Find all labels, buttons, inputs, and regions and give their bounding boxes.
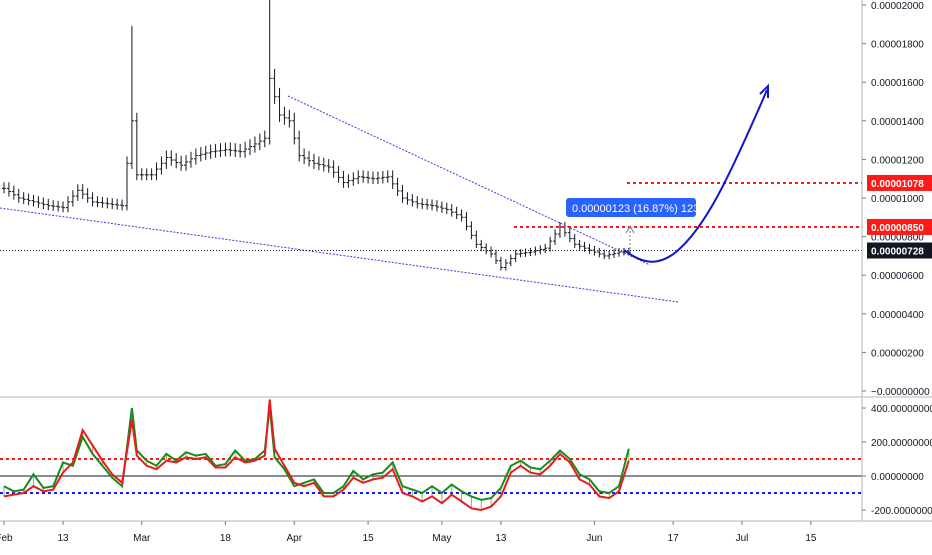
- time-axis-label: Apr: [286, 533, 302, 544]
- resistance-1-tag-box: [867, 174, 932, 191]
- time-axis-label: May: [432, 533, 451, 544]
- oscillator-axis-label: -200.00000000: [871, 506, 932, 517]
- time-axis-label: Mar: [133, 533, 151, 544]
- resistance-2-tag-label: 0.00000850: [871, 223, 924, 234]
- price-axis-label: 0.00000800: [871, 233, 924, 244]
- price-axis-label: 0.00001600: [871, 78, 924, 89]
- current-price-tag-box: [867, 242, 932, 259]
- osc-series-2: [3, 399, 630, 512]
- resistance-1-tag-label: 0.00001078: [871, 179, 924, 190]
- osc-series-1: [3, 406, 630, 501]
- lower-trendline: [0, 207, 679, 303]
- oscillator-axis-label: 0.00000000: [871, 472, 924, 483]
- current-price-tag-label: 0.00000728: [871, 246, 924, 257]
- price-axis-label: 0.00002000: [871, 1, 924, 12]
- price-axis-label: 0.00001400: [871, 117, 924, 128]
- overlay: 0.00001078 0.00000850 0.00000728 0.00000123…: [566, 83, 932, 263]
- price-axis-label: 0.00001800: [871, 40, 924, 51]
- projection-curve: [623, 89, 768, 263]
- resistance-2-tag-box: [867, 218, 932, 235]
- price-axis-label: 0.00001200: [871, 155, 924, 166]
- time-axis-label: Jul: [736, 533, 749, 544]
- oscillator-panel: [0, 399, 862, 512]
- price-axis-label: 0.00001000: [871, 194, 924, 205]
- time-axis-label: 15: [363, 533, 375, 544]
- measure-arrow-icon: [625, 224, 635, 234]
- measure-label: 0.00000123 (16.87%) 123: [572, 203, 699, 215]
- price-panel: [0, 0, 862, 303]
- time-axis-label: 17: [668, 533, 680, 544]
- oscillator-axis-label: 400.00000000: [871, 404, 932, 415]
- time-axis-label: Feb: [0, 533, 13, 544]
- time-axis-label: 13: [495, 533, 507, 544]
- price-axis-label: 0.00000200: [871, 348, 924, 359]
- time-axis-label: 15: [805, 533, 817, 544]
- price-axis-label: 0.00000400: [871, 310, 924, 321]
- price-axis-label: −0.00000000: [871, 387, 930, 398]
- time-axis-label: 13: [57, 533, 69, 544]
- projection-arrow-icon: [759, 83, 769, 98]
- time-axis-label: 18: [220, 533, 232, 544]
- time-axis-label: Jun: [586, 533, 602, 544]
- measure-box: [566, 198, 696, 217]
- oscillator-axis-label: 200.00000000: [871, 438, 932, 449]
- upper-trendline: [287, 95, 651, 266]
- price-axis-label: 0.00000600: [871, 271, 924, 282]
